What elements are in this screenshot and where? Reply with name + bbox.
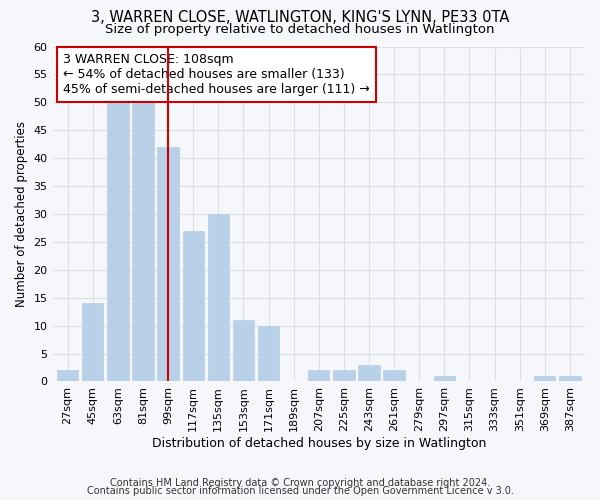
Bar	[333, 370, 355, 382]
Bar	[182, 230, 204, 382]
Text: Contains public sector information licensed under the Open Government Licence v : Contains public sector information licen…	[86, 486, 514, 496]
Bar	[434, 376, 455, 382]
Bar	[308, 370, 329, 382]
Text: 3, WARREN CLOSE, WATLINGTON, KING'S LYNN, PE33 0TA: 3, WARREN CLOSE, WATLINGTON, KING'S LYNN…	[91, 10, 509, 25]
X-axis label: Distribution of detached houses by size in Watlington: Distribution of detached houses by size …	[152, 437, 486, 450]
Bar	[132, 102, 154, 382]
Y-axis label: Number of detached properties: Number of detached properties	[15, 121, 28, 307]
Bar	[383, 370, 405, 382]
Bar	[559, 376, 581, 382]
Bar	[258, 326, 279, 382]
Text: 3 WARREN CLOSE: 108sqm
← 54% of detached houses are smaller (133)
45% of semi-de: 3 WARREN CLOSE: 108sqm ← 54% of detached…	[63, 53, 370, 96]
Bar	[534, 376, 556, 382]
Bar	[57, 370, 78, 382]
Bar	[233, 320, 254, 382]
Bar	[157, 147, 179, 382]
Text: Contains HM Land Registry data © Crown copyright and database right 2024.: Contains HM Land Registry data © Crown c…	[110, 478, 490, 488]
Bar	[107, 102, 128, 382]
Bar	[358, 364, 380, 382]
Bar	[82, 304, 103, 382]
Text: Size of property relative to detached houses in Watlington: Size of property relative to detached ho…	[105, 22, 495, 36]
Bar	[208, 214, 229, 382]
